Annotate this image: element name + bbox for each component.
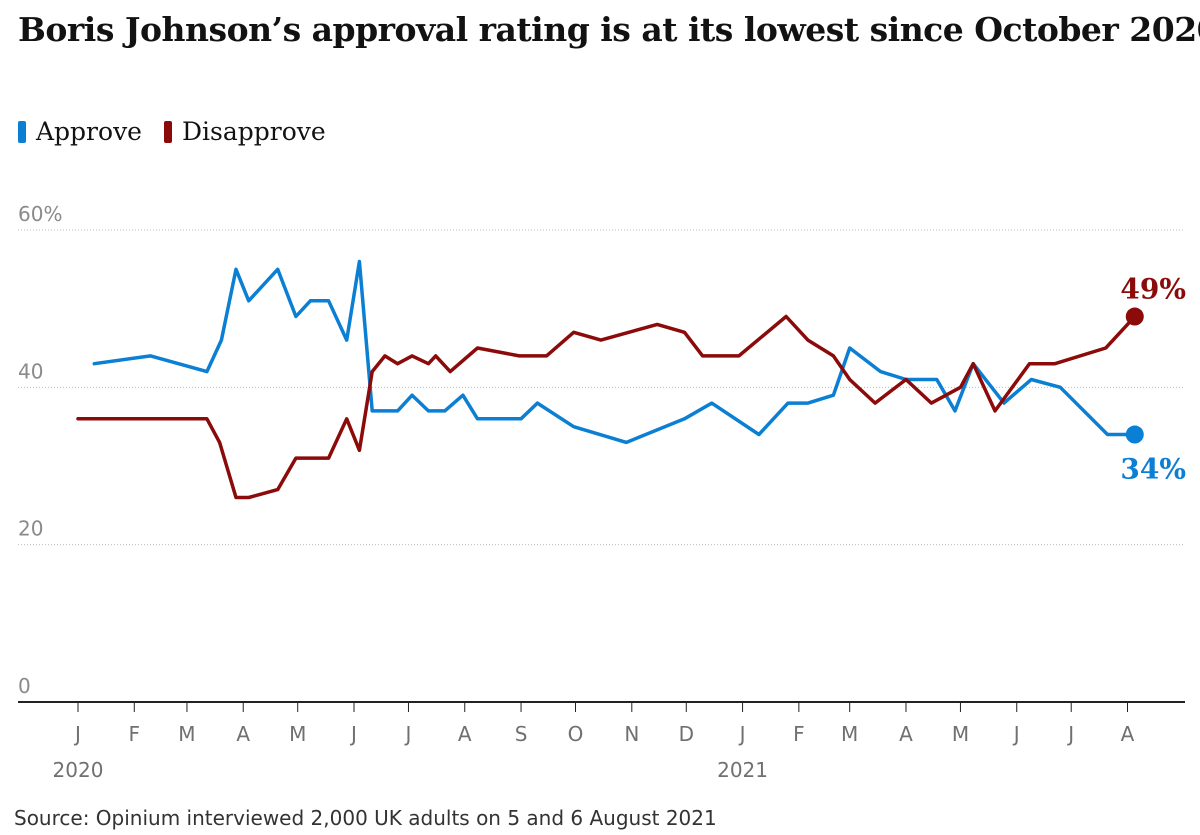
chart-legend: Approve Disapprove [18, 117, 348, 146]
x-tick-label: O [568, 722, 584, 746]
year-label: 2021 [717, 758, 768, 782]
x-tick-label: A [899, 722, 913, 746]
end-point-disapprove [1125, 307, 1144, 326]
x-tick-label: J [349, 722, 357, 746]
y-tick-label: 0 [18, 674, 31, 698]
x-tick-label: M [178, 722, 195, 746]
legend-label-approve: Approve [36, 117, 142, 146]
x-tick-label: M [841, 722, 858, 746]
y-tick-label: 40 [18, 359, 43, 383]
end-label-approve: 34% [1120, 453, 1186, 486]
disapprove-swatch [163, 120, 172, 143]
source-note: Source: Opinium interviewed 2,000 UK adu… [14, 806, 717, 830]
series-line-disapprove [76, 314, 1137, 500]
x-tick-label: D [679, 722, 694, 746]
y-tick-label: 60% [18, 202, 62, 226]
x-tick-label: F [793, 722, 805, 746]
legend-label-disapprove: Disapprove [181, 117, 326, 146]
x-tick-label: M [952, 722, 969, 746]
x-tick-label: A [458, 722, 472, 746]
x-tick-label: A [236, 722, 250, 746]
x-tick-label: J [404, 722, 412, 746]
x-tick-label: M [289, 722, 306, 746]
x-tick-label: J [1012, 722, 1020, 746]
y-tick-label: 20 [18, 517, 43, 541]
x-tick-label: J [738, 722, 746, 746]
approve-swatch [18, 120, 26, 143]
legend-item-disapprove: Disapprove [163, 117, 326, 146]
end-label-disapprove: 49% [1120, 273, 1186, 306]
series-line-approve [92, 259, 1137, 445]
year-label: 2020 [53, 758, 104, 782]
x-tick-label: F [129, 722, 141, 746]
x-tick-label: A [1121, 722, 1135, 746]
legend-item-approve: Approve [18, 117, 142, 146]
x-tick-label: J [73, 722, 81, 746]
x-tick-label: S [515, 722, 528, 746]
x-tick-label: J [1066, 722, 1074, 746]
chart-title: Boris Johnson’s approval rating is at it… [18, 10, 1200, 49]
x-tick-label: N [624, 722, 639, 746]
end-point-approve [1125, 425, 1144, 444]
